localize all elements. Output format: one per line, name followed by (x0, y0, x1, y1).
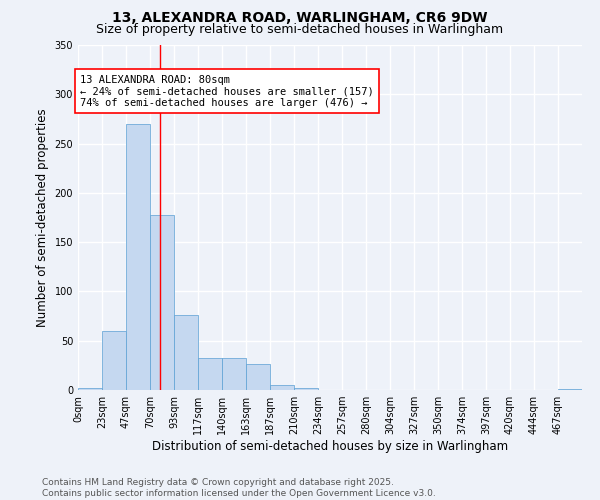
Bar (246, 364, 270, 390)
Text: Size of property relative to semi-detached houses in Warlingham: Size of property relative to semi-detach… (97, 22, 503, 36)
X-axis label: Distribution of semi-detached houses by size in Warlingham: Distribution of semi-detached houses by … (152, 440, 508, 453)
Bar (150, 214, 174, 390)
Bar (294, 388, 318, 390)
Text: Contains HM Land Registry data © Crown copyright and database right 2025.
Contai: Contains HM Land Registry data © Crown c… (42, 478, 436, 498)
Bar (198, 358, 222, 390)
Bar (126, 124, 150, 390)
Text: 13, ALEXANDRA ROAD, WARLINGHAM, CR6 9DW: 13, ALEXANDRA ROAD, WARLINGHAM, CR6 9DW (112, 11, 488, 25)
Bar (78, 388, 102, 390)
Y-axis label: Number of semi-detached properties: Number of semi-detached properties (36, 108, 49, 327)
Bar (174, 315, 198, 390)
Bar (270, 385, 294, 390)
Bar (558, 389, 582, 390)
Bar (222, 358, 246, 390)
Text: 13 ALEXANDRA ROAD: 80sqm
← 24% of semi-detached houses are smaller (157)
74% of : 13 ALEXANDRA ROAD: 80sqm ← 24% of semi-d… (80, 74, 374, 108)
Bar (102, 331, 126, 390)
